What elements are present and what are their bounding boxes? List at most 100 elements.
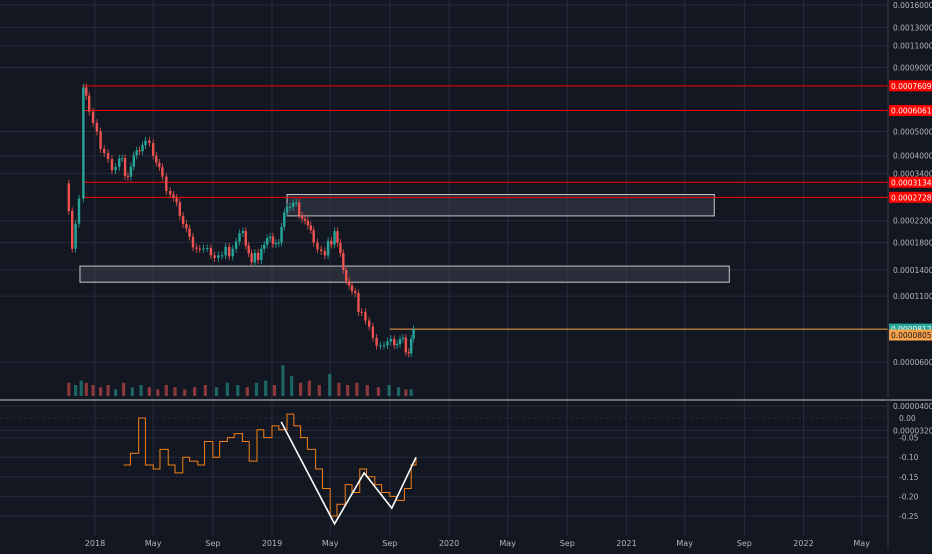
candle-body [336,231,339,243]
candle-body [87,95,91,112]
volume-bar [67,382,71,396]
x-tick-label: Sep [737,539,752,548]
candle-body [155,155,158,163]
candle-body [103,148,106,154]
candle-body [181,215,185,225]
candle-body [82,87,85,199]
volume-bar [214,387,219,396]
candle-body [256,252,260,261]
volume-bar [328,374,332,396]
x-tick-label: 2021 [616,539,636,548]
volume-bar [173,387,177,396]
volume-bar [254,382,259,396]
candle-body [185,224,188,229]
candle-body [209,248,213,256]
volume-bar [164,385,168,396]
double-bottom-pattern-line [280,421,417,526]
volume-bar [74,385,78,396]
candle-body [123,158,127,176]
candle-body [316,242,319,250]
candle-body [135,150,138,156]
candle-body [141,145,144,152]
volume-bar [307,380,311,396]
x-tick-label: May [145,539,162,548]
price-label: 0.0000805 [891,331,932,340]
volume-bar [147,387,151,396]
y-tick-label: 0.0011000 [893,42,932,51]
candle-body [271,236,275,244]
candle-body [309,225,312,231]
candle-body [148,140,151,144]
candle-body [386,341,389,346]
candle-body [404,337,408,353]
candle-body [280,226,283,243]
oscillator-line [123,413,417,517]
candle-body [360,311,363,313]
candle-body [227,246,231,257]
volume-bar [139,385,143,396]
osc-tick-label: -0.25 [899,512,919,521]
candle-body [274,243,278,245]
volume-bar [156,389,160,396]
candle-body [342,253,345,270]
price-label-box [889,105,932,117]
candle-body [312,230,315,243]
candle-body [238,233,241,242]
candle-body [347,280,351,286]
volume-bar [264,380,268,396]
x-tick-label: Sep [205,539,220,548]
y-tick-label: 0.0013000 [893,24,932,33]
candle-body [277,242,280,244]
candle-body [393,338,396,346]
volume-bar [317,385,321,396]
candle-body [151,143,155,156]
candle-body [354,291,357,294]
x-tick-label: May [322,539,339,548]
candle-body [234,241,238,249]
candle-body [118,158,121,168]
candle-body [202,248,205,250]
volume-bar [245,387,249,396]
y-tick-label: 0.0004000 [893,152,932,161]
candle-body [333,231,336,245]
volume-bar [236,385,240,396]
osc-tick-label: -0.05 [899,434,919,443]
volume-bar [203,385,207,396]
candle-body [188,228,191,237]
candle-body [220,255,224,257]
candle-body [120,158,124,160]
candle-body [158,162,161,168]
candle-body [344,269,348,281]
volume-bar [272,385,277,396]
candle-body [195,247,198,249]
x-tick-label: 2019 [262,539,282,548]
candle-body [168,190,172,195]
osc-tick-label: 0.00 [899,414,916,423]
candle-body [382,345,386,347]
x-tick-label: 2020 [439,539,459,548]
y-tick-label: 0.0016000 [893,1,932,10]
candle-body [323,251,327,256]
y-tick-label: 0.0009000 [893,64,932,73]
x-tick-label: Sep [382,539,397,548]
candle-body [326,240,330,256]
candle-body [379,345,382,347]
price-label-box [889,323,932,335]
price-label: 0.0007609 [891,82,932,91]
y-tick-label: 0.0005000 [893,127,932,136]
candle-body [319,249,323,252]
candle-body [306,220,310,226]
volume-bar [290,376,294,396]
x-tick-label: 2018 [85,539,105,548]
candle-body [213,255,216,258]
candle-body [330,240,333,245]
volume-bar [193,387,197,396]
candle-body [126,175,130,177]
candle-body [241,231,245,234]
candle-body [295,202,298,204]
candle-body [288,206,292,208]
candle-body [205,248,209,250]
volume-bar [376,387,381,396]
price-label: 0.0003134 [891,178,932,187]
